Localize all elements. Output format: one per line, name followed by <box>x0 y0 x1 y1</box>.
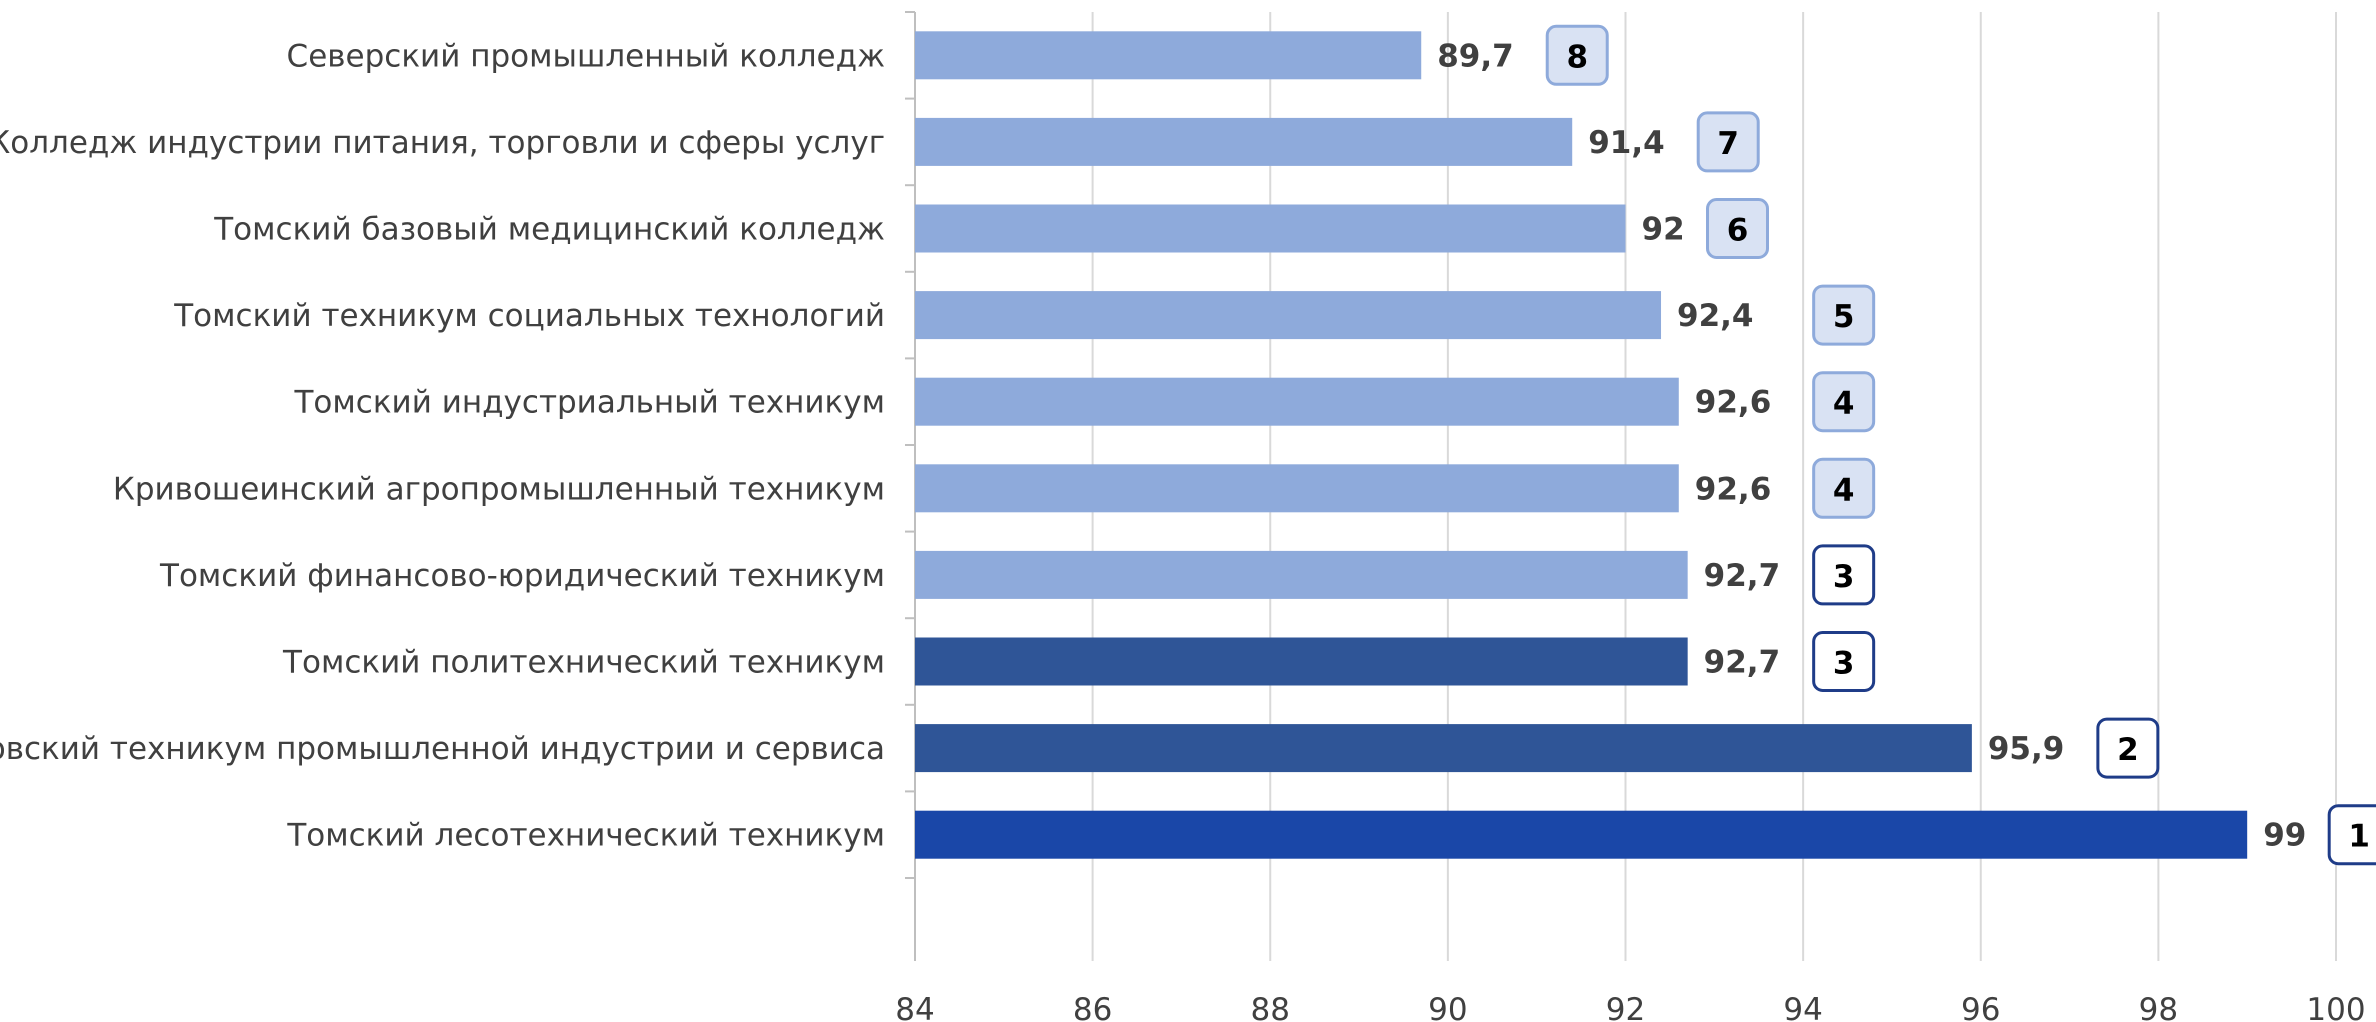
bar-layer <box>915 31 2248 859</box>
category-label: Томский базовый медицинский колледж <box>213 212 885 248</box>
rank-number: 6 <box>1727 213 1749 249</box>
data-label: 92,6 <box>1695 471 1772 507</box>
category-label: Томский техникум социальных технологий <box>173 298 885 334</box>
data-label: 89,7 <box>1437 38 1514 74</box>
rank-badge <box>1545 24 1609 86</box>
x-tick-label: 84 <box>895 992 934 1022</box>
category-label: Северский промышленный колледж <box>287 38 885 74</box>
data-label: 92,7 <box>1704 645 1781 681</box>
category-label: Томский лесотехнический техникум <box>286 818 885 854</box>
category-label: Асиновский техникум промышленной индустр… <box>0 731 885 767</box>
x-tick-label: 100 <box>2306 992 2365 1022</box>
x-tick-label: 88 <box>1251 992 1290 1022</box>
data-label: 92 <box>1642 212 1685 248</box>
bar <box>915 291 1662 340</box>
bar <box>915 637 1688 686</box>
x-tick-label: 98 <box>2139 992 2178 1022</box>
rank-number: 3 <box>1833 559 1855 595</box>
rank-badge <box>1812 284 1876 346</box>
bar <box>915 724 1972 773</box>
x-tick-label: 96 <box>1961 992 2000 1022</box>
data-label: 92,6 <box>1695 385 1772 421</box>
rank-badge <box>1696 111 1760 173</box>
rank-badge <box>1812 371 1876 433</box>
rank-number: 5 <box>1833 299 1855 335</box>
category-label: Колледж индустрии питания, торговли и сф… <box>0 125 885 161</box>
data-label: 95,9 <box>1988 731 2064 767</box>
data-label: 92,7 <box>1704 558 1781 594</box>
rank-number: 2 <box>2117 732 2139 768</box>
x-tick-label: 92 <box>1606 992 1645 1022</box>
category-label: Томский индустриальный техникум <box>294 385 886 421</box>
category-label: Кривошеинский агропромышленный техникум <box>113 471 885 507</box>
rank-number: 4 <box>1833 472 1855 508</box>
bar <box>915 810 2248 859</box>
rank-badge <box>1812 631 1876 692</box>
data-label: 91,4 <box>1588 125 1665 161</box>
rank-badge <box>1706 198 1769 259</box>
rank-badge <box>1812 544 1876 606</box>
x-tick-label: 90 <box>1428 992 1467 1022</box>
data-label: 99 <box>2263 818 2306 854</box>
bar <box>915 464 1679 513</box>
rank-number: 8 <box>1566 39 1588 75</box>
rank-badge <box>2327 804 2376 866</box>
rank-badge <box>2096 717 2160 779</box>
bar <box>915 550 1688 599</box>
category-label: Томский политехнический техникум <box>282 645 885 681</box>
x-tick-label: 86 <box>1073 992 1112 1022</box>
rank-number: 3 <box>1833 646 1855 682</box>
rank-number: 7 <box>1717 126 1739 162</box>
bar <box>915 377 1679 426</box>
category-label: Томский финансово-юридический техникум <box>159 558 885 594</box>
bar <box>915 204 1626 253</box>
rank-badge <box>1812 457 1876 519</box>
rank-number: 1 <box>2348 819 2370 855</box>
bar <box>915 117 1573 166</box>
bar <box>915 31 1422 80</box>
x-tick-label: 94 <box>1783 992 1822 1022</box>
rank-number: 4 <box>1833 386 1855 422</box>
axis-layer <box>905 11 916 961</box>
data-label: 92,4 <box>1677 298 1754 334</box>
